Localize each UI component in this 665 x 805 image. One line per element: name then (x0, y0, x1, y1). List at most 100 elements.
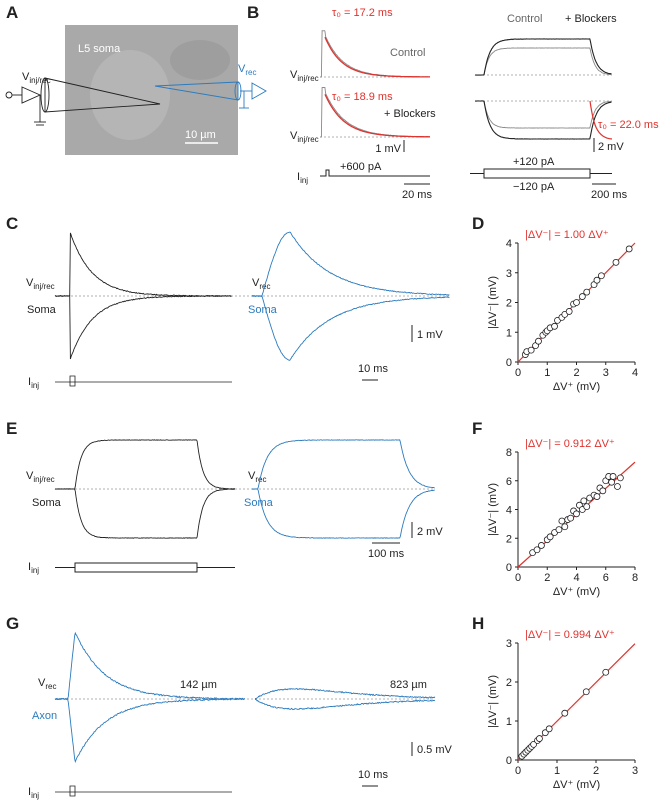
x-tick-label: 3 (603, 367, 609, 379)
electrode-label: Vinj/rec (22, 71, 51, 85)
data-point (609, 473, 617, 480)
x-tick-label: 2 (544, 572, 550, 584)
trace-label: Control (390, 47, 425, 59)
x-tick-label: 6 (603, 572, 609, 584)
scale-label: 1 mV (375, 143, 401, 155)
y-tick-label: 0 (506, 755, 512, 767)
x-tick-label: 2 (573, 367, 579, 379)
data-point (561, 523, 569, 531)
stim-box (483, 168, 591, 179)
trace (251, 488, 435, 539)
trace-label: Iinj (28, 561, 39, 575)
electrode-left (5, 77, 161, 126)
trace-label: + Blockers (384, 108, 436, 120)
y-tick-label: 3 (506, 268, 512, 280)
trace-label: + Blockers (565, 13, 617, 25)
data-point (533, 546, 541, 554)
data-point (616, 474, 624, 482)
panel-letter: G (6, 614, 19, 633)
data-point (555, 526, 563, 534)
scale-label: 200 ms (591, 189, 628, 201)
stim-label: +600 pA (340, 161, 382, 173)
x-axis-label: ΔV⁺ (mV) (553, 779, 600, 791)
data-point (597, 272, 605, 280)
site-label: Soma (244, 497, 274, 509)
y-tick-label: 8 (506, 447, 512, 459)
data-point (573, 510, 580, 518)
soma-shape (90, 50, 170, 140)
data-point (593, 276, 601, 284)
trace-label: Vinj/rec (290, 69, 319, 83)
stim-trace (55, 375, 232, 387)
tau-label: τ₀ = 18.9 ms (332, 91, 393, 103)
data-point (551, 322, 558, 330)
trace (254, 699, 436, 711)
trace-label: Iinj (297, 171, 308, 185)
x-tick-label: 0 (515, 367, 521, 379)
data-point (583, 288, 591, 296)
x-tick-label: 3 (632, 765, 638, 777)
trace (54, 631, 246, 701)
scale-label: 10 µm (185, 129, 216, 141)
trace (54, 488, 236, 539)
panel-letter: E (6, 419, 17, 438)
data-point (536, 735, 543, 742)
data-point (558, 517, 566, 525)
trace-label: Vrec (248, 470, 266, 484)
x-tick-label: 4 (632, 367, 638, 379)
electrode-right (154, 81, 267, 109)
fit (589, 100, 613, 140)
scale-label: 100 ms (368, 548, 405, 560)
site-label: Axon (32, 710, 57, 722)
data-point (567, 514, 575, 522)
data-point (545, 725, 553, 733)
stim-trace (320, 169, 430, 177)
trace (474, 47, 612, 76)
trace (54, 295, 232, 360)
stim-label: +120 pA (513, 156, 555, 168)
trace-label: Iinj (28, 786, 39, 800)
panel-letter: C (6, 214, 18, 233)
data-point (580, 497, 588, 505)
y-tick-label: 1 (506, 716, 512, 728)
data-point (538, 542, 545, 549)
y-tick-label: 2 (506, 677, 512, 689)
site-label: Soma (27, 304, 57, 316)
site-label: Soma (32, 497, 62, 509)
chart-title: |ΔV⁻| = 0.912 ΔV⁺ (525, 438, 615, 450)
tau-label: τ₀ = 22.0 ms (598, 119, 659, 131)
chart-title: |ΔV⁻| = 0.994 ΔV⁺ (525, 629, 615, 641)
data-point (583, 503, 591, 511)
y-tick-label: 4 (506, 238, 512, 250)
x-tick-label: 1 (544, 367, 550, 379)
data-point (565, 308, 573, 315)
trace (54, 697, 245, 764)
data-point (593, 493, 601, 500)
data-point (602, 668, 610, 676)
electrode-label: Vrec (238, 63, 256, 77)
trace (54, 232, 232, 297)
y-tick-label: 1 (506, 327, 512, 339)
data-point (561, 709, 569, 717)
y-tick-label: 2 (506, 533, 512, 545)
x-tick-label: 2 (593, 765, 599, 777)
x-axis-label: ΔV⁺ (mV) (553, 586, 600, 598)
trace-label: Control (507, 13, 542, 25)
texture (170, 40, 230, 80)
trace (474, 38, 612, 76)
x-tick-label: 0 (515, 765, 521, 777)
data-point (608, 478, 615, 486)
traces (54, 30, 613, 764)
scale-label: 1 mV (417, 329, 443, 341)
panel-letter: A (6, 3, 18, 22)
x-tick-label: 8 (632, 572, 638, 584)
trace (474, 100, 612, 140)
data-point (599, 487, 607, 495)
scale-label: 2 mV (598, 141, 624, 153)
y-tick-label: 3 (506, 638, 512, 650)
scale-label: 2 mV (417, 526, 443, 538)
trace-label: Iinj (28, 376, 39, 390)
data-point (535, 337, 542, 345)
trace (254, 687, 436, 700)
